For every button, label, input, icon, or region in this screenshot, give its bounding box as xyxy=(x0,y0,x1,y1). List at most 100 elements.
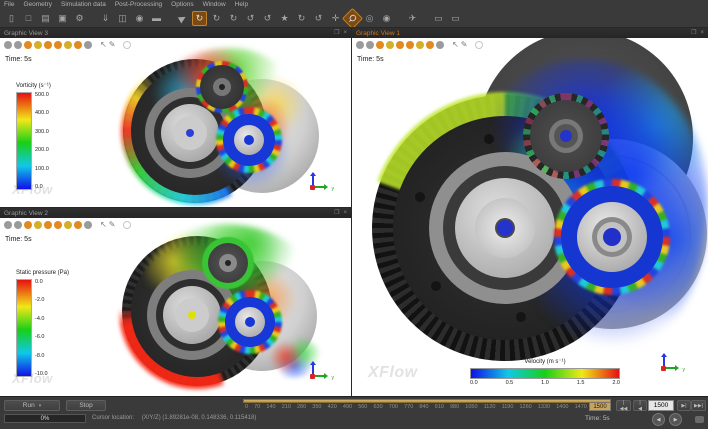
measure-icon[interactable]: ▬ xyxy=(152,12,161,23)
import-icon[interactable]: ⇓ xyxy=(101,12,110,23)
step-forward-button[interactable]: ▶| xyxy=(677,400,691,411)
sphere-orange3-icon[interactable] xyxy=(54,221,62,229)
timeline-tick: 490 xyxy=(342,404,353,410)
settings-gear-icon[interactable]: ⚙ xyxy=(75,12,84,23)
viewport-3d[interactable]: ↖ ✎ Time: 5s Static pressure (Pa) 0.0 -2.0… xyxy=(0,218,351,396)
play-backward-button[interactable]: ◀ xyxy=(652,413,665,426)
timeline-tick: 140 xyxy=(266,404,276,410)
visibility-icon[interactable] xyxy=(475,41,484,49)
panel-title-bar[interactable]: Graphic View 2 ❐ × xyxy=(0,208,351,218)
zoom-out-icon[interactable]: ◉ xyxy=(382,12,391,23)
pointer-mini-icon[interactable]: ↖ xyxy=(100,220,107,229)
legend-tick: 0.5 xyxy=(505,380,514,386)
time-label: Time: 5s xyxy=(357,56,384,63)
open-file-icon[interactable]: □ xyxy=(25,12,32,23)
viewport-3d[interactable]: ↖ ✎ Time: 5s Vorticity (s⁻¹) 500.0 400.0 30… xyxy=(0,38,351,207)
compare-icon[interactable]: ◫ xyxy=(118,12,127,23)
sphere-orange-icon[interactable] xyxy=(24,221,32,229)
camera-icon[interactable] xyxy=(4,221,12,229)
frame-input[interactable] xyxy=(648,400,674,411)
sphere-yellow-icon[interactable] xyxy=(34,221,42,229)
menu-item[interactable]: Help xyxy=(234,1,249,8)
rotate-ccw-icon[interactable]: ↺ xyxy=(314,12,323,23)
close-panel-icon[interactable]: × xyxy=(343,210,347,216)
orbit-y-icon[interactable]: ↻ xyxy=(229,12,238,23)
run-button[interactable]: Run ▾ xyxy=(4,400,60,411)
star-icon[interactable]: ★ xyxy=(280,12,289,23)
send-icon[interactable]: ✈ xyxy=(408,12,417,23)
orbit-mini2-icon[interactable] xyxy=(84,221,92,229)
single-view-icon[interactable]: ▭ xyxy=(434,12,443,23)
sphere-yellow-icon[interactable] xyxy=(386,41,394,49)
frame-timeline[interactable]: 0 70 140 210 280 350 420 490 560 630 700 770 840 910 9… xyxy=(243,399,611,412)
play-forward-button[interactable]: ▶ xyxy=(669,413,682,426)
new-file-icon[interactable]: ▯ xyxy=(9,12,14,23)
tools-icon[interactable]: ✛ xyxy=(331,12,340,23)
jump-to-start-button[interactable]: |◀◀ xyxy=(616,400,631,412)
jump-to-end-button[interactable]: ▶▶| xyxy=(691,400,706,411)
sphere-orange3-icon[interactable] xyxy=(54,41,62,49)
orbit-mini2-icon[interactable] xyxy=(84,41,92,49)
panel-title-bar[interactable]: Graphic View 3 ❐ × xyxy=(0,28,351,38)
sphere-orange2-icon[interactable] xyxy=(396,41,404,49)
timeline-range-bar[interactable] xyxy=(243,399,611,403)
pencil-icon[interactable]: ✎ xyxy=(108,220,116,229)
sphere-orange4-icon[interactable] xyxy=(74,41,82,49)
menu-item[interactable]: Simulation data xyxy=(61,1,106,8)
menu-item[interactable]: Options xyxy=(171,1,194,8)
sphere-orange2-icon[interactable] xyxy=(44,221,52,229)
record-icon[interactable] xyxy=(695,416,704,423)
sphere-orange-icon[interactable] xyxy=(24,41,32,49)
viewport-3d[interactable]: ↖ ✎ Time: 5s Velocity (m s⁻¹) 0.0 0.5 1.0 1.… xyxy=(352,38,708,396)
close-panel-icon[interactable]: × xyxy=(700,30,704,36)
camera-icon[interactable] xyxy=(356,41,364,49)
orbit-x-icon[interactable]: ↻ xyxy=(212,12,221,23)
current-frame-marker[interactable]: 1500 xyxy=(589,402,611,411)
sphere-yellow2-icon[interactable] xyxy=(64,221,72,229)
orbit-mini2-icon[interactable] xyxy=(436,41,444,49)
menu-item[interactable]: Geometry xyxy=(23,1,53,8)
sphere-orange3-icon[interactable] xyxy=(406,41,414,49)
orbit-mini-icon[interactable] xyxy=(366,41,374,49)
sphere-yellow2-icon[interactable] xyxy=(64,41,72,49)
zoom-in-icon[interactable]: ◎ xyxy=(365,12,374,23)
sphere-orange4-icon[interactable] xyxy=(426,41,434,49)
sphere-orange4-icon[interactable] xyxy=(74,221,82,229)
orbit-mini-icon[interactable] xyxy=(14,41,22,49)
pencil-icon[interactable]: ✎ xyxy=(460,40,468,49)
float-panel-icon[interactable]: ❐ xyxy=(334,210,340,216)
camera-icon[interactable] xyxy=(4,41,12,49)
pointer-icon[interactable]: ▶ xyxy=(176,11,188,24)
graphic-view-1-panel: Graphic View 1 ❐ × xyxy=(352,28,708,396)
save-icon[interactable]: ▤ xyxy=(41,12,50,23)
orbit-mini-icon[interactable] xyxy=(14,221,22,229)
visibility-icon[interactable] xyxy=(123,41,132,49)
stop-button[interactable]: Stop xyxy=(66,400,106,411)
pointer-mini-icon[interactable]: ↖ xyxy=(452,40,459,49)
orbit-free-icon[interactable]: ↺ xyxy=(263,12,272,23)
top-gear-dot xyxy=(560,130,572,142)
orbit-select-icon[interactable]: ↻ xyxy=(192,10,207,26)
sphere-yellow2-icon[interactable] xyxy=(416,41,424,49)
orbit-z-icon[interactable]: ↺ xyxy=(246,12,255,23)
pencil-icon[interactable]: ✎ xyxy=(108,40,116,49)
menu-item[interactable]: File xyxy=(4,1,15,8)
step-back-button[interactable]: |◀ xyxy=(633,400,647,412)
menu-item[interactable]: Post-Processing xyxy=(114,1,163,8)
close-panel-icon[interactable]: × xyxy=(343,30,347,36)
sphere-orange-icon[interactable] xyxy=(376,41,384,49)
float-panel-icon[interactable]: ❐ xyxy=(691,30,697,36)
axis-y-arrow xyxy=(312,373,328,379)
menu-item[interactable]: Window xyxy=(202,1,226,8)
panel-title-bar[interactable]: Graphic View 1 ❐ × xyxy=(352,28,708,38)
globe-icon[interactable]: ◉ xyxy=(135,12,144,23)
zoom-icon[interactable]: Ϙ xyxy=(341,7,364,29)
multi-view-icon[interactable]: ▭ xyxy=(451,12,460,23)
rotate-cw-icon[interactable]: ↻ xyxy=(297,12,306,23)
sphere-yellow-icon[interactable] xyxy=(34,41,42,49)
float-panel-icon[interactable]: ❐ xyxy=(334,30,340,36)
pointer-mini-icon[interactable]: ↖ xyxy=(100,40,107,49)
sphere-orange2-icon[interactable] xyxy=(44,41,52,49)
save-all-icon[interactable]: ▣ xyxy=(58,12,67,23)
visibility-icon[interactable] xyxy=(123,221,132,229)
